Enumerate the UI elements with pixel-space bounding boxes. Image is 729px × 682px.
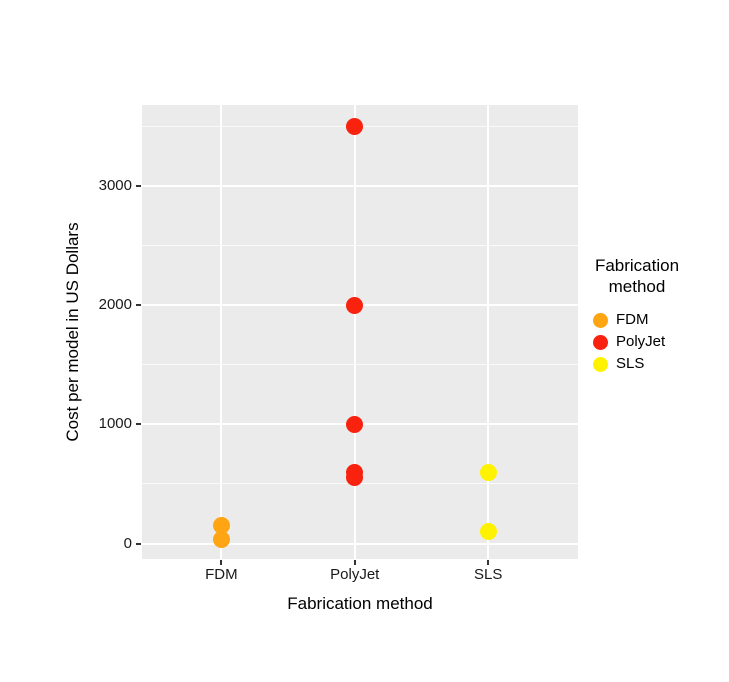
x-tick-mark-sls [487,560,490,565]
y-tick-label-2000: 2000 [98,296,132,314]
gridline-minor-1500 [142,364,578,366]
y-tick-label-0: 0 [123,534,132,552]
data-point-polyjet-1000 [346,415,364,433]
y-tick-mark-2000 [136,304,141,307]
legend-title-line: Fabrication [594,256,680,275]
legend: Fabrication method FDM PolyJet SLS [583,255,703,375]
x-tick-label-sls: SLS [473,566,503,583]
x-tick-mark-fdm [220,560,223,565]
data-point-fdm-30 [212,531,230,549]
gridline-category-sls [487,105,490,559]
legend-title: Fabrication method [583,255,691,297]
legend-item-polyjet: PolyJet [593,331,703,353]
legend-label: SLS [616,355,645,372]
legend-swatch-icon [593,334,608,350]
gridline-minor-2500 [142,245,578,247]
y-tick-mark-0 [136,542,141,545]
y-tick-mark-3000 [136,185,141,188]
gridline-major-0 [142,542,578,545]
legend-item-sls: SLS [593,353,703,375]
gridline-category-polyjet [353,105,356,559]
data-point-polyjet-550 [346,469,364,487]
plot-panel [142,105,578,559]
gridline-category-fdm [220,105,223,559]
data-point-sls-600 [479,463,497,481]
data-point-fdm-150 [212,517,230,535]
legend-swatch-icon [593,312,608,328]
legend-swatch-icon [593,356,608,372]
y-tick-mark-1000 [136,423,141,426]
x-tick-mark-polyjet [353,560,356,565]
legend-item-fdm: FDM [593,309,703,331]
x-tick-label-polyjet: PolyJet [330,566,380,583]
legend-title-line: method [608,277,666,296]
legend-label: PolyJet [616,333,666,350]
x-tick-label-fdm: FDM [205,566,238,583]
data-point-polyjet-3500 [346,117,364,135]
data-point-polyjet-2000 [346,296,364,314]
x-axis-title: Fabrication method [287,594,433,613]
gridline-major-3000 [142,185,578,188]
legend-label: FDM [616,311,649,328]
y-tick-label-3000: 3000 [98,177,132,195]
y-tick-label-1000: 1000 [98,415,132,433]
y-axis-title: Cost per model in US Dollars [63,222,82,442]
data-point-sls-100 [479,523,497,541]
legend-items: FDM PolyJet SLS [583,309,703,375]
